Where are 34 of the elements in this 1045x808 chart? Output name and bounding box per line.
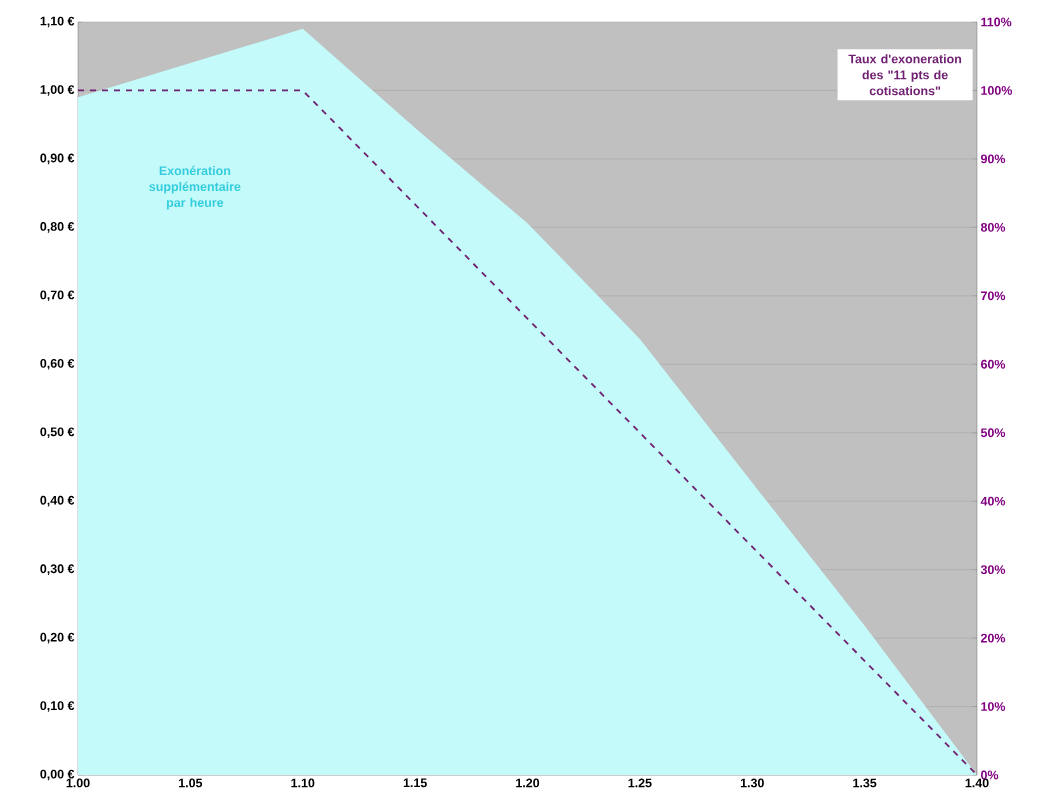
y2-tick-label: 30%: [980, 565, 1006, 575]
y-tick-label: 0,70 €: [40, 290, 75, 302]
y-tick-label: 0,20 €: [40, 632, 75, 644]
y-tick-label: 1,10 €: [40, 16, 75, 28]
y2-tick-label: 10%: [981, 702, 1006, 711]
x-tick-label: 1.35: [853, 778, 877, 788]
y-tick-label: 0,90 €: [40, 153, 75, 165]
x-tick-label: 1.20: [516, 778, 540, 788]
y2-tick-label: 80%: [980, 222, 1006, 232]
series-label: Exonération supplémentaire par heure: [149, 165, 241, 210]
y-tick-label: 1,00 €: [40, 85, 75, 96]
x-tick-label: 1.30: [740, 778, 764, 788]
y2-tick-label: 90%: [980, 154, 1006, 164]
y2-tick-label: 0%: [981, 770, 999, 780]
y2-tick-label: 20%: [980, 633, 1006, 643]
y-tick-label: 0,40 €: [40, 495, 75, 507]
x-tick-label: 1.40: [965, 778, 989, 788]
y-tick-label: 0,30 €: [40, 564, 75, 575]
text: Taux d'exoneration des "11 pts de cotisations": [848, 54, 962, 96]
y2-tick-label: 40%: [980, 496, 1006, 506]
y2-tick-label: 110%: [981, 17, 1012, 27]
x-tick-label: 1.05: [179, 778, 203, 788]
y2-tick-label: 100%: [981, 86, 1013, 95]
y-tick-label: 0,80 €: [40, 222, 75, 233]
x-tick-label: 1.15: [403, 778, 427, 788]
y-tick-label: 0,60 €: [40, 358, 75, 370]
y-tick-label: 0,10 €: [40, 701, 75, 712]
y2-tick-label: 60%: [980, 359, 1006, 369]
x-tick-label: 1.10: [291, 778, 315, 788]
y2-tick-label: 50%: [980, 428, 1006, 438]
x-tick-label: 1.25: [628, 778, 652, 788]
y2-tick-label: 70%: [981, 291, 1006, 301]
y-tick-label: 0,50 €: [40, 427, 75, 439]
x-tick-label: 1.00: [66, 778, 90, 788]
